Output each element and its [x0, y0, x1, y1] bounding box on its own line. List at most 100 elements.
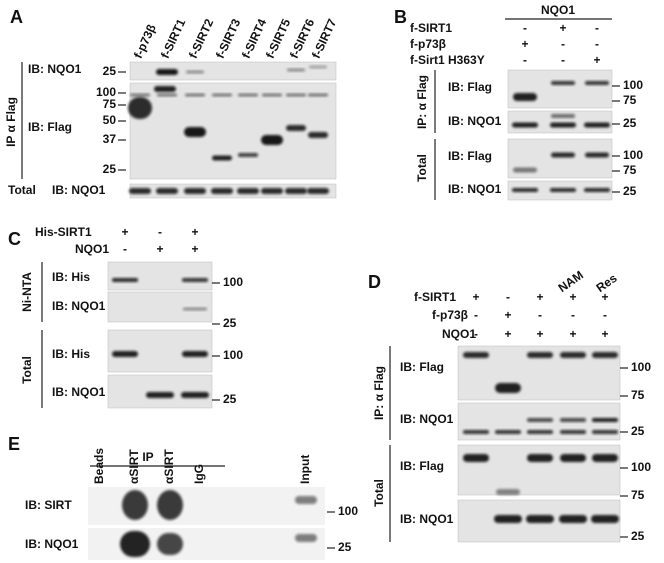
row-label: IB: His: [52, 270, 90, 284]
row-label: IB: Flag: [448, 80, 492, 94]
band: [112, 351, 138, 357]
marker-label: 100: [338, 504, 358, 518]
marker-label: 75: [623, 93, 637, 107]
band: [157, 533, 183, 555]
row-label: IB: NQO1: [448, 114, 502, 128]
row-label: IB: NQO1: [52, 299, 106, 313]
blot: [107, 291, 213, 323]
band: [551, 114, 575, 118]
band: [308, 93, 328, 97]
header: NQO1: [541, 3, 575, 17]
sign: +: [504, 327, 511, 341]
band: [592, 454, 618, 462]
marker-label: 25: [223, 392, 237, 406]
condition-label: NQO1: [442, 327, 476, 341]
band: [527, 352, 553, 358]
band: [185, 93, 205, 97]
row-label: IB: NQO1: [52, 385, 106, 399]
blot: [507, 69, 613, 109]
band: [183, 307, 207, 311]
band: [527, 454, 553, 462]
condition-label: f-Sirt1 H363Y: [410, 53, 485, 67]
band: [128, 97, 152, 119]
band: [295, 534, 317, 542]
marker-label: 100: [96, 85, 116, 99]
band: [309, 65, 327, 69]
band: [286, 125, 306, 131]
panel-label: B: [394, 7, 407, 27]
band: [592, 418, 618, 422]
ip-label: IP α Flag: [4, 97, 18, 147]
band: [512, 188, 538, 192]
lane-label: αSIRT: [127, 449, 141, 484]
row-label: IB: SIRT: [25, 498, 72, 512]
band: [550, 122, 576, 128]
sign: -: [123, 242, 127, 256]
marker-label: 25: [631, 529, 645, 543]
sign: +: [559, 21, 566, 35]
lane-label: f-p73β: [131, 22, 159, 61]
marker-label: 75: [623, 163, 637, 177]
band: [551, 152, 575, 158]
band: [130, 93, 150, 97]
band: [157, 93, 177, 97]
total-label: Total: [20, 356, 34, 384]
sign: -: [506, 290, 510, 304]
row-label: IB: NQO1: [52, 183, 106, 197]
band: [285, 188, 307, 194]
band: [559, 515, 587, 523]
row-label: IB: NQO1: [25, 537, 79, 551]
band: [186, 70, 204, 74]
band: [157, 490, 183, 520]
lane-label: f-SIRT2: [186, 16, 217, 60]
band: [527, 418, 553, 422]
sign: +: [191, 225, 198, 239]
sign: -: [523, 21, 527, 35]
sign: +: [536, 290, 543, 304]
band: [560, 418, 586, 422]
ip-label: Ni-NTA: [20, 272, 34, 312]
row-label: IB: NQO1: [448, 182, 502, 196]
condition-label: f-SIRT1: [414, 290, 456, 304]
band: [261, 135, 283, 145]
marker-label: 75: [631, 488, 645, 502]
band: [156, 188, 178, 194]
band: [494, 515, 522, 523]
band: [184, 188, 206, 194]
band: [182, 351, 208, 357]
band: [526, 515, 554, 523]
band: [527, 430, 553, 434]
panel-label: D: [368, 272, 381, 292]
band: [286, 93, 306, 97]
blot: [129, 82, 337, 180]
panel-label: C: [8, 229, 21, 249]
marker-label: 25: [103, 64, 117, 78]
sign: +: [593, 53, 600, 67]
marker-label: 25: [338, 540, 352, 554]
band: [112, 278, 138, 282]
band: [591, 515, 619, 523]
sign: -: [571, 308, 575, 322]
marker-label: 25: [103, 162, 117, 176]
sign: +: [121, 225, 128, 239]
total-label: Total: [8, 183, 36, 197]
band: [182, 278, 208, 282]
band: [560, 454, 586, 462]
band: [154, 86, 176, 92]
band: [560, 430, 586, 434]
condition-label: NQO1: [75, 242, 109, 256]
band: [463, 430, 489, 434]
band: [585, 152, 609, 158]
marker-label: 100: [223, 348, 243, 362]
sign: +: [536, 327, 543, 341]
blot: [129, 61, 337, 81]
band: [513, 93, 537, 101]
band: [238, 153, 258, 157]
condition-label: f-p73β: [432, 308, 468, 322]
blot: [107, 374, 213, 409]
ip-label: IP: α Flag: [415, 75, 429, 129]
band: [238, 93, 258, 97]
band: [592, 352, 618, 358]
band: [120, 531, 150, 557]
marker-label: 100: [623, 78, 643, 92]
